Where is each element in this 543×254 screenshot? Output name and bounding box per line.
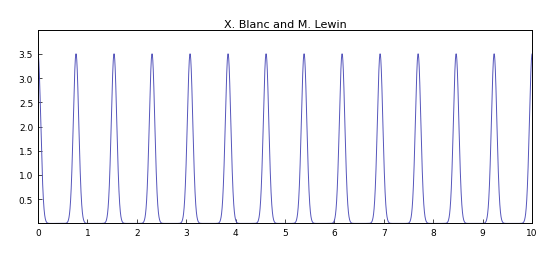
Title: X. Blanc and M. Lewin: X. Blanc and M. Lewin <box>224 20 346 30</box>
